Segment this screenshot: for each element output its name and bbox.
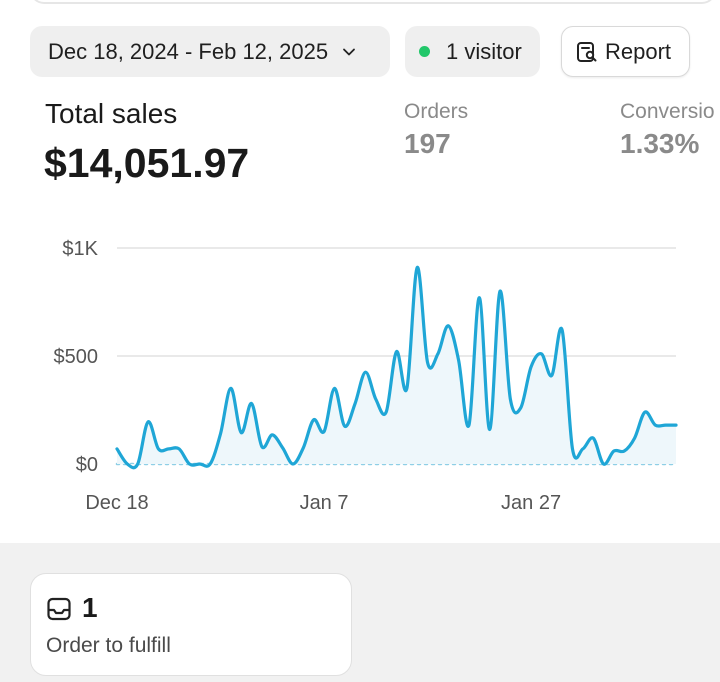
- orders-label[interactable]: Orders: [404, 100, 469, 123]
- sales-line-chart: $0 $500 $1K Dec 18 Jan 7 Jan 27: [54, 238, 678, 514]
- tasks-section: 1 Order to fulfill: [0, 543, 720, 682]
- date-range-picker[interactable]: Dec 18, 2024 - Feb 12, 2025: [30, 26, 390, 77]
- date-range-label: Dec 18, 2024 - Feb 12, 2025: [48, 38, 329, 64]
- report-icon: [577, 41, 597, 62]
- orders-to-fulfill-card[interactable]: 1 Order to fulfill: [30, 573, 352, 676]
- conversion-label[interactable]: Conversio: [620, 100, 715, 123]
- y-tick-label: $1K: [62, 238, 98, 260]
- fulfill-label: Order to fulfill: [46, 634, 171, 657]
- report-button[interactable]: Report: [561, 26, 690, 77]
- live-visitors-button[interactable]: 1 visitor: [405, 26, 540, 77]
- y-tick-label: $0: [76, 454, 98, 476]
- chevron-down-icon: [343, 48, 355, 55]
- orders-value: 197: [404, 128, 451, 159]
- inbox-icon: [47, 597, 71, 621]
- report-label: Report: [605, 38, 672, 64]
- x-tick-label: Jan 27: [501, 492, 561, 514]
- visitor-count: 1 visitor: [446, 38, 522, 64]
- x-tick-label: Jan 7: [300, 492, 349, 514]
- total-sales-label: Total sales: [45, 98, 178, 129]
- sales-area-fill: [117, 267, 676, 468]
- x-tick-label: Dec 18: [85, 492, 148, 514]
- y-tick-label: $500: [54, 346, 99, 368]
- conversion-value: 1.33%: [620, 128, 700, 159]
- sales-series-line: [115, 265, 678, 470]
- total-sales-value: $14,051.97: [44, 140, 250, 186]
- live-status-dot: [419, 46, 430, 57]
- previous-card-edge: [30, 0, 716, 4]
- fulfill-count: 1: [82, 592, 98, 623]
